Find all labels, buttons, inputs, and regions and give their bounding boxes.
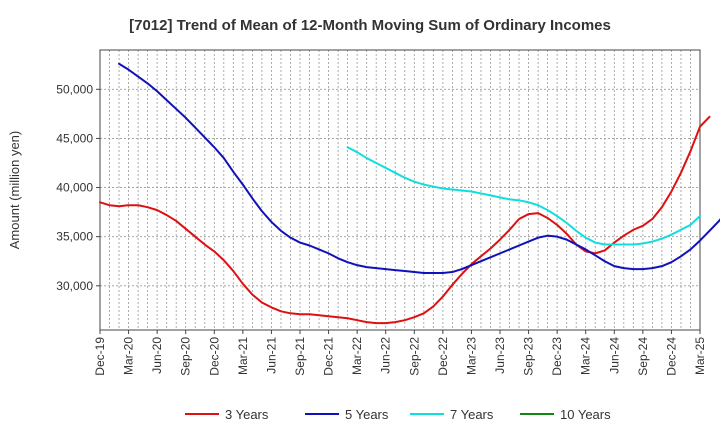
chart-title: [7012] Trend of Mean of 12-Month Moving … [129, 17, 611, 34]
y-axis-label: Amount (million yen) [7, 131, 22, 250]
legend-label-7-years: 7 Years [450, 407, 494, 422]
x-tick-label: Sep-20 [179, 337, 193, 376]
x-axis-ticks: Dec-19 Mar-20 Jun-20 Sep-20 Dec-20 Mar-21 Jun-… [93, 330, 707, 376]
x-tick-label: Mar-25 [693, 337, 707, 375]
series-group [99, 62, 720, 325]
x-tick-label: Jun-21 [264, 337, 278, 374]
x-tick-label: Mar-23 [464, 337, 478, 375]
legend: 3 Years 5 Years 7 Years 10 Years [185, 407, 611, 422]
legend-label-10-years: 10 Years [560, 407, 611, 422]
y-tick-label: 35,000 [56, 230, 93, 244]
x-tick-label: Sep-21 [293, 337, 307, 376]
x-tick-label: Jun-20 [150, 337, 164, 374]
x-tick-label: Sep-22 [407, 337, 421, 376]
plot-frame [99, 49, 701, 331]
x-tick-label: Dec-22 [436, 337, 450, 376]
y-tick-label: 40,000 [56, 181, 93, 195]
y-tick-label: 30,000 [56, 279, 93, 293]
x-tick-label: Dec-19 [93, 337, 107, 376]
legend-label-3-years: 3 Years [225, 407, 269, 422]
y-tick-label: 45,000 [56, 131, 93, 145]
legend-label-5-years: 5 Years [345, 407, 389, 422]
x-tick-label: Dec-21 [322, 337, 336, 376]
series-line-5-years [118, 62, 720, 275]
x-tick-label: Sep-23 [522, 337, 536, 376]
series-line-7-years [346, 146, 701, 246]
x-tick-label: Jun-22 [379, 337, 393, 374]
x-tick-label: Dec-20 [207, 337, 221, 376]
x-tick-label: Dec-23 [550, 337, 564, 376]
x-tick-label: Dec-24 [664, 337, 678, 376]
x-tick-label: Jun-24 [607, 337, 621, 374]
grid [100, 50, 700, 330]
x-tick-label: Mar-22 [350, 337, 364, 375]
y-tick-label: 50,000 [56, 82, 93, 96]
x-tick-label: Jun-23 [493, 337, 507, 374]
y-axis-ticks: 30,000 35,000 40,000 45,000 50,000 [56, 82, 100, 293]
x-tick-label: Mar-21 [236, 337, 250, 375]
series-line-3-years [99, 115, 711, 325]
x-tick-label: Mar-24 [579, 337, 593, 375]
x-tick-label: Mar-20 [122, 337, 136, 375]
x-tick-label: Sep-24 [636, 337, 650, 376]
